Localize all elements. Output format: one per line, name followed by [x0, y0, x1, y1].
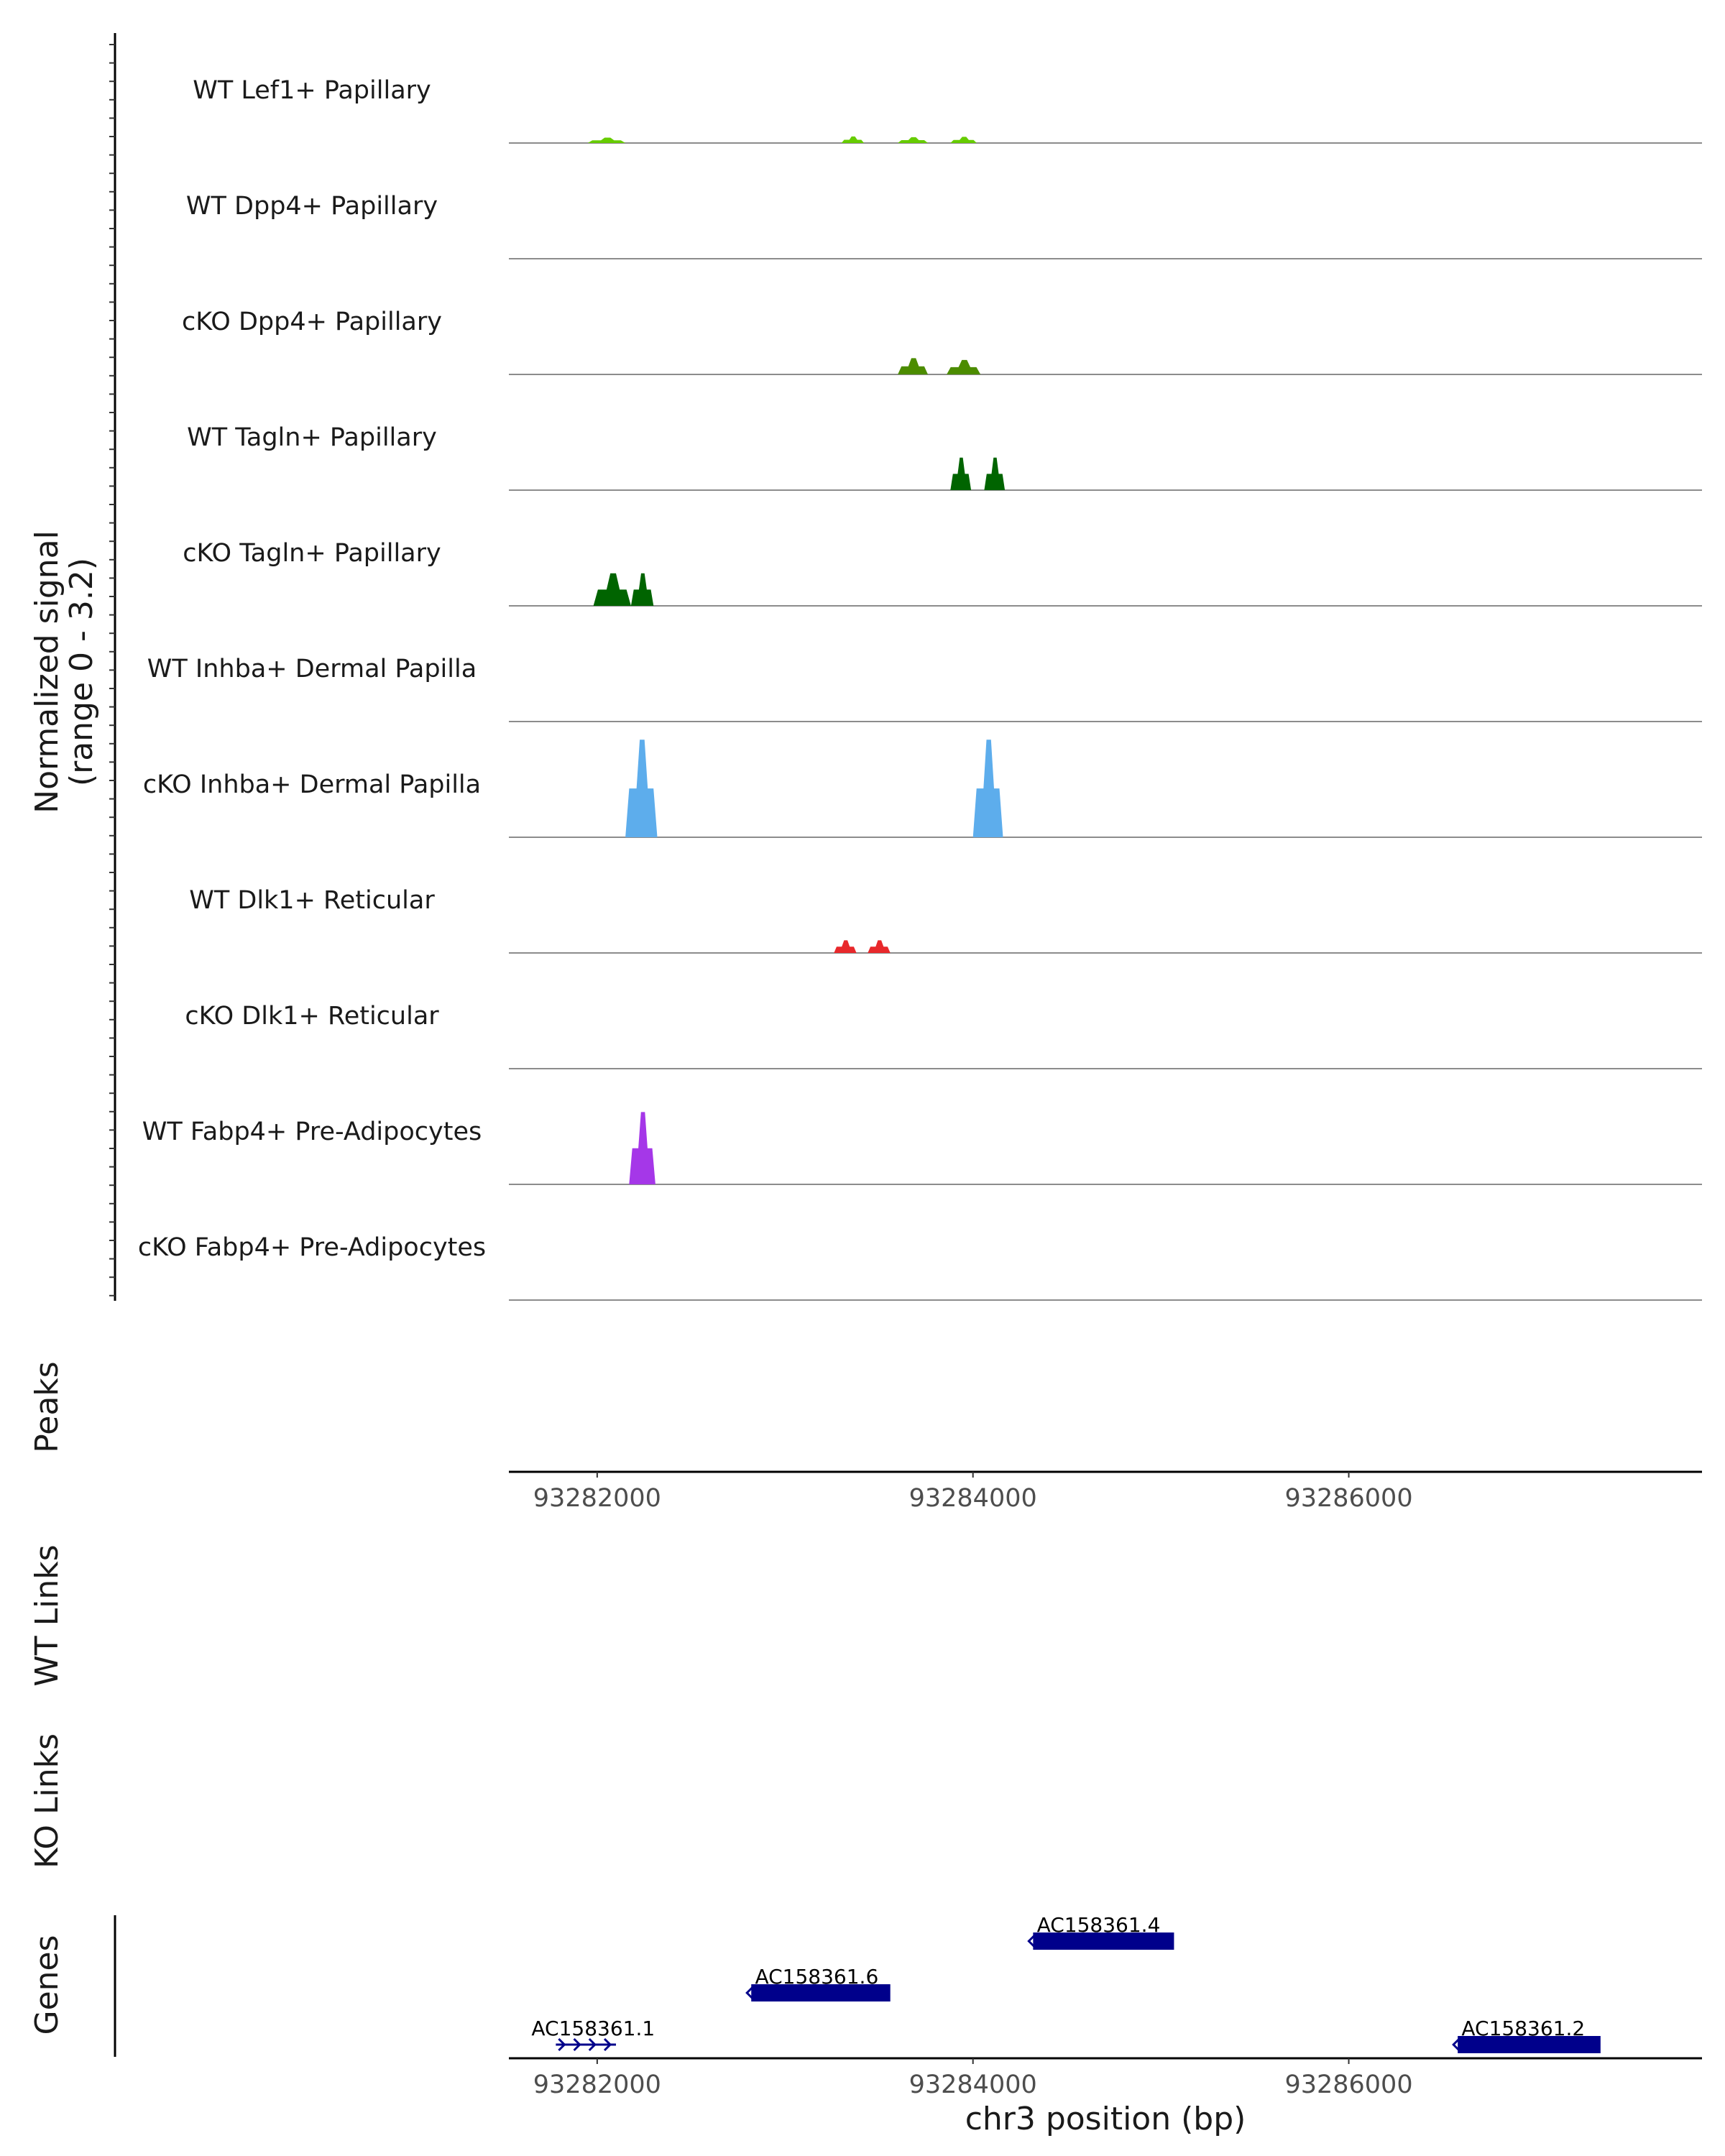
track-label: cKO Inhba+ Dermal Papilla [143, 770, 481, 799]
gene-AC158361.4: AC158361.4 [1027, 1913, 1174, 1950]
track-label: WT Fabp4+ Pre-Adipocytes [142, 1118, 482, 1146]
signal-peak [629, 1112, 656, 1184]
gene-label: AC158361.2 [1461, 2017, 1585, 2040]
track-4: WT Tagln+ Papillary [187, 423, 1702, 491]
track-2: WT Dpp4+ Papillary [186, 192, 1702, 259]
gene-label: AC158361.6 [755, 1965, 878, 1989]
signal-peak [868, 940, 891, 953]
track-label: cKO Tagln+ Papillary [183, 539, 441, 568]
strand-arrow [603, 2037, 612, 2052]
signal-peak [834, 940, 857, 953]
track-1: WT Lef1+ Papillary [193, 76, 1702, 144]
gene-label: AC158361.1 [531, 2017, 655, 2040]
strand-arrow [745, 1986, 754, 2000]
peaks-panel-title: Peaks [29, 1361, 65, 1452]
track-6: WT Inhba+ Dermal Papilla [147, 655, 1702, 722]
wt-links-panel-title: WT Links [29, 1544, 65, 1686]
signal-peak [950, 457, 972, 490]
track-11: cKO Fabp4+ Pre-Adipocytes [138, 1233, 1702, 1301]
genes-panel-title: Genes [29, 1935, 65, 2035]
x-axis-top: 93282000 93284000 93286000 [533, 1472, 1413, 1513]
track-label: cKO Fabp4+ Pre-Adipocytes [138, 1233, 486, 1262]
signal-peak [950, 137, 977, 143]
gene-exon [1458, 2036, 1601, 2053]
gene-AC158361.6: AC158361.6 [745, 1965, 891, 2001]
track-label: WT Inhba+ Dermal Papilla [147, 655, 477, 683]
gene-AC158361.2: AC158361.2 [1452, 2017, 1601, 2053]
track-label: WT Lef1+ Papillary [193, 76, 431, 105]
signal-peak [625, 740, 658, 837]
track-label: cKO Dpp4+ Papillary [182, 308, 442, 336]
track-10: WT Fabp4+ Pre-Adipocytes [142, 1112, 1702, 1185]
strand-arrow [1027, 1934, 1036, 1948]
gene-track: AC158361.1 AC158361.6 AC158361.4 AC158361.2 [531, 1913, 1601, 2053]
strand-arrow [573, 2037, 581, 2052]
coverage-y-ticks [109, 44, 115, 1296]
signal-peak [898, 358, 928, 374]
strand-arrow [1452, 2037, 1460, 2052]
signal-peak [972, 740, 1003, 837]
x-tick-label: 93284000 [909, 1484, 1037, 1513]
strand-arrow [558, 2037, 566, 2052]
gene-AC158361.1: AC158361.1 [531, 2017, 655, 2052]
x-tick-label: 93282000 [533, 2070, 661, 2099]
signal-peak [587, 137, 626, 143]
x-tick-label: 93282000 [533, 1484, 661, 1513]
ko-links-panel-title: KO Links [29, 1733, 65, 1869]
track-3: cKO Dpp4+ Papillary [182, 308, 1702, 375]
gene-label: AC158361.4 [1037, 1913, 1161, 1937]
gene-exon [1033, 1932, 1174, 1950]
signal-peak [630, 573, 654, 606]
coverage-tracks: WT Lef1+ Papillary WT Dpp4+ Papillary cKO … [138, 76, 1702, 1301]
y-axis-title: Normalized signal [29, 530, 65, 814]
track-label: cKO Dlk1+ Reticular [185, 1002, 439, 1031]
signal-peak [947, 359, 981, 374]
track-9: cKO Dlk1+ Reticular [185, 1002, 1702, 1069]
signal-peak [898, 137, 928, 143]
signal-peak [984, 457, 1006, 490]
x-axis-bottom: 93282000 93284000 93286000 [533, 2058, 1413, 2099]
signal-peak [841, 136, 865, 143]
strand-arrow [588, 2037, 597, 2052]
x-tick-label: 93286000 [1284, 2070, 1412, 2099]
track-5: cKO Tagln+ Papillary [183, 539, 1702, 607]
x-tick-label: 93284000 [909, 2070, 1037, 2099]
track-8: WT Dlk1+ Reticular [189, 886, 1702, 954]
signal-peak [593, 573, 631, 606]
x-axis-title: chr3 position (bp) [965, 2101, 1246, 2137]
x-tick-label: 93286000 [1284, 1484, 1412, 1513]
gene-exon [751, 1984, 891, 2001]
track-label: WT Tagln+ Papillary [187, 423, 437, 452]
track-label: WT Dpp4+ Papillary [186, 192, 438, 221]
track-7: cKO Inhba+ Dermal Papilla [143, 740, 1702, 838]
track-label: WT Dlk1+ Reticular [189, 886, 435, 915]
y-axis-subtitle: (range 0 - 3.2) [63, 558, 100, 786]
